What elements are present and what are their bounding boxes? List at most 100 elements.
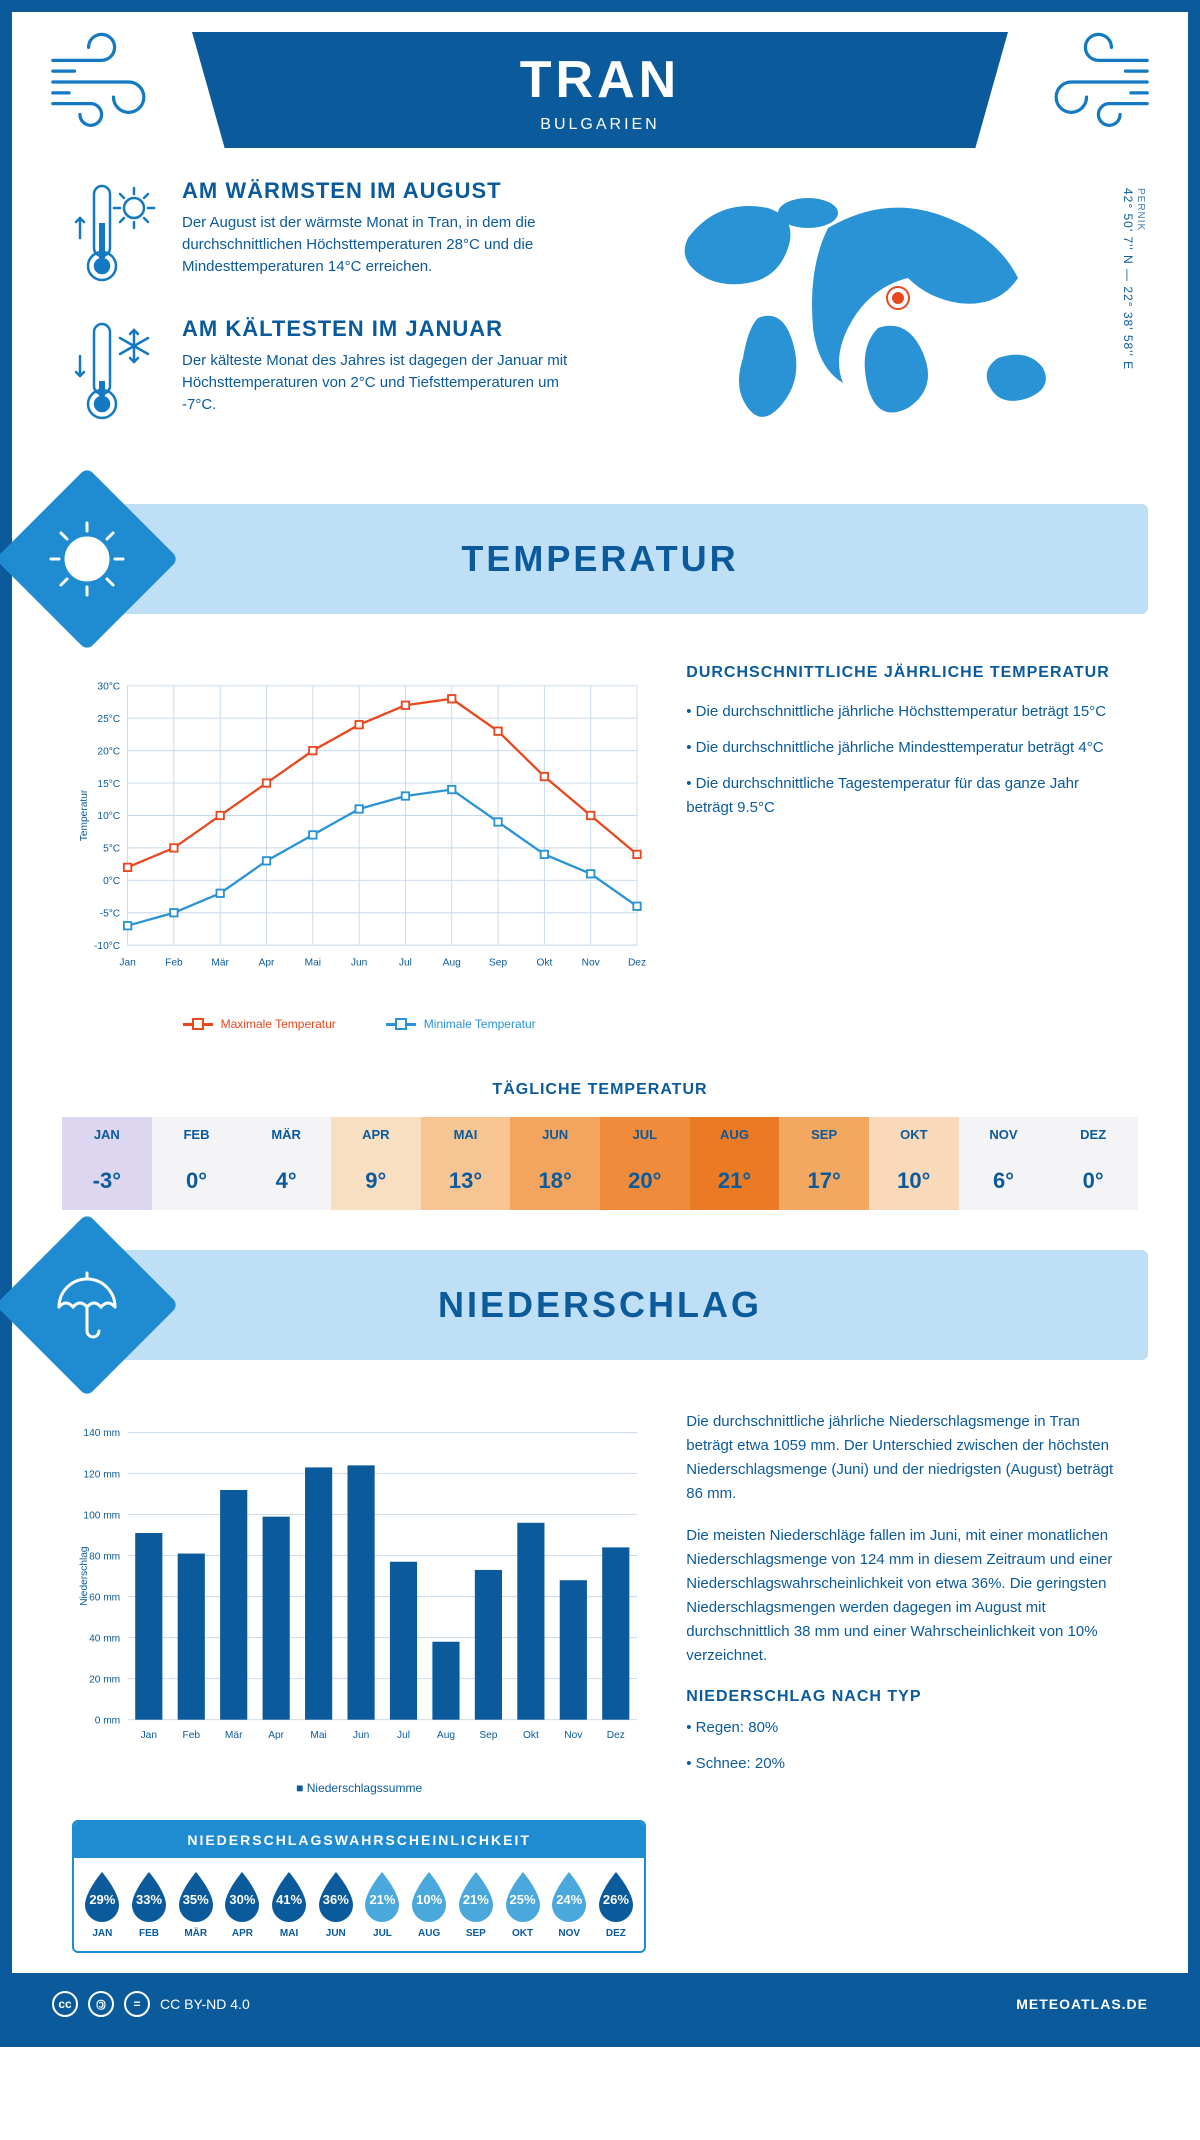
svg-text:Apr: Apr <box>259 958 275 969</box>
daily-temp-cell: APR 9° <box>331 1117 421 1210</box>
location-marker-icon <box>888 288 908 308</box>
svg-text:20 mm: 20 mm <box>89 1674 120 1685</box>
section-band-precipitation: NIEDERSCHLAG <box>52 1250 1148 1360</box>
country-subtitle: BULGARIEN <box>232 116 968 134</box>
temp-bullet: • Die durchschnittliche jährliche Mindes… <box>686 736 1128 760</box>
probability-drop: 10% AUG <box>407 1870 452 1939</box>
daily-temp-cell: NOV 6° <box>959 1117 1049 1210</box>
temp-bullet: • Die durchschnittliche Tagestemperatur … <box>686 772 1128 820</box>
svg-text:Jun: Jun <box>351 958 367 969</box>
svg-text:Feb: Feb <box>165 958 183 969</box>
svg-text:Mai: Mai <box>305 958 321 969</box>
svg-text:Apr: Apr <box>268 1730 284 1741</box>
svg-text:Jul: Jul <box>399 958 412 969</box>
temperature-heading: TEMPERATUR <box>52 538 1148 580</box>
header: TRAN BULGARIEN <box>12 12 1188 158</box>
probability-drop: 35% MÄR <box>173 1870 218 1939</box>
svg-text:Jul: Jul <box>397 1730 410 1741</box>
probability-drop: 36% JUN <box>313 1870 358 1939</box>
svg-text:Temperatur: Temperatur <box>79 789 90 841</box>
summary-text: AM WÄRMSTEN IM AUGUST Der August ist der… <box>72 178 628 454</box>
svg-text:80 mm: 80 mm <box>89 1551 120 1562</box>
section-band-temperature: TEMPERATUR <box>52 504 1148 614</box>
daily-temp-cell: MÄR 4° <box>241 1117 331 1210</box>
wind-icon-right <box>1028 32 1158 132</box>
svg-text:Aug: Aug <box>437 1730 455 1741</box>
temperature-chart-row: -10°C-5°C0°C5°C10°C15°C20°C25°C30°CJanFe… <box>12 614 1188 1051</box>
svg-text:Dez: Dez <box>607 1730 625 1741</box>
daily-temp-cell: AUG 21° <box>690 1117 780 1210</box>
daily-temp-heading: TÄGLICHE TEMPERATUR <box>12 1081 1188 1099</box>
daily-temp-cell: FEB 0° <box>152 1117 242 1210</box>
daily-temp-cell: JAN -3° <box>62 1117 152 1210</box>
precipitation-bar-chart: 0 mm 20 mm 40 mm 60 mm 80 mm 100 mm 120 mm 140 … <box>72 1410 646 1953</box>
daily-temp-cell: OKT 10° <box>869 1117 959 1210</box>
warmest-heading: AM WÄRMSTEN IM AUGUST <box>182 178 572 204</box>
precip-legend: Niederschlagssumme <box>72 1781 646 1795</box>
svg-text:10°C: 10°C <box>97 811 120 822</box>
svg-text:Okt: Okt <box>523 1730 539 1741</box>
svg-text:Mär: Mär <box>211 958 229 969</box>
daily-temp-grid: JAN -3° FEB 0° MÄR 4° APR 9° MAI 13° JUN… <box>62 1117 1138 1210</box>
precipitation-summary-text: Die durchschnittliche jährliche Niedersc… <box>686 1410 1128 1953</box>
daily-temp-cell: DEZ 0° <box>1048 1117 1138 1210</box>
daily-temp-cell: SEP 17° <box>779 1117 869 1210</box>
precipitation-probability-box: NIEDERSCHLAGSWAHRSCHEINLICHKEIT 29% JAN … <box>72 1820 646 1953</box>
svg-text:140 mm: 140 mm <box>83 1428 120 1439</box>
daily-temp-cell: JUL 20° <box>600 1117 690 1210</box>
coldest-heading: AM KÄLTESTEN IM JANUAR <box>182 316 572 342</box>
precip-type-heading: NIEDERSCHLAG NACH TYP <box>686 1688 1128 1706</box>
svg-text:Sep: Sep <box>479 1730 497 1741</box>
svg-text:60 mm: 60 mm <box>89 1592 120 1603</box>
svg-text:15°C: 15°C <box>97 779 120 790</box>
svg-text:0 mm: 0 mm <box>95 1715 120 1726</box>
coldest-block: AM KÄLTESTEN IM JANUAR Der kälteste Mona… <box>72 316 628 426</box>
infographic-frame: TRAN BULGARIEN <box>0 0 1200 2047</box>
warmest-block: AM WÄRMSTEN IM AUGUST Der August ist der… <box>72 178 628 288</box>
cc-icon: cc <box>52 1991 78 2017</box>
svg-text:5°C: 5°C <box>103 844 120 855</box>
probability-drop: 33% FEB <box>127 1870 172 1939</box>
probability-drop: 30% APR <box>220 1870 265 1939</box>
probability-drop: 21% SEP <box>454 1870 499 1939</box>
svg-text:-10°C: -10°C <box>94 941 120 952</box>
footer: cc 🄯 = CC BY-ND 4.0 METEOATLAS.DE <box>12 1973 1188 2035</box>
svg-text:Okt: Okt <box>536 958 552 969</box>
title-banner: TRAN BULGARIEN <box>172 32 1028 148</box>
nd-icon: = <box>124 1991 150 2017</box>
probability-drop: 41% MAI <box>267 1870 312 1939</box>
temp-side-heading: DURCHSCHNITTLICHE JÄHRLICHE TEMPERATUR <box>686 664 1128 682</box>
daily-temp-cell: MAI 13° <box>421 1117 511 1210</box>
probability-drop: 29% JAN <box>80 1870 125 1939</box>
warmest-text: Der August ist der wärmste Monat in Tran… <box>182 212 572 277</box>
summary-row: AM WÄRMSTEN IM AUGUST Der August ist der… <box>12 158 1188 484</box>
svg-text:Jun: Jun <box>353 1730 369 1741</box>
precip-type-snow: • Schnee: 20% <box>686 1752 1128 1776</box>
svg-text:100 mm: 100 mm <box>83 1510 120 1521</box>
svg-text:25°C: 25°C <box>97 714 120 725</box>
temp-bullet: • Die durchschnittliche jährliche Höchst… <box>686 700 1128 724</box>
city-title: TRAN <box>232 50 968 110</box>
daily-temp-cell: JUN 18° <box>510 1117 600 1210</box>
svg-text:Nov: Nov <box>564 1730 583 1741</box>
wind-icon-left <box>42 32 172 132</box>
coordinates-label: PERNIK 42° 50' 7'' N — 22° 38' 58'' E <box>1121 188 1146 370</box>
precip-type-rain: • Regen: 80% <box>686 1716 1128 1740</box>
svg-text:Mär: Mär <box>225 1730 243 1741</box>
svg-text:Mai: Mai <box>310 1730 326 1741</box>
svg-text:40 mm: 40 mm <box>89 1633 120 1644</box>
thermometer-cold-icon <box>72 316 162 426</box>
svg-text:30°C: 30°C <box>97 682 120 693</box>
map-block: PERNIK 42° 50' 7'' N — 22° 38' 58'' E <box>668 178 1128 454</box>
probability-drop: 25% OKT <box>500 1870 545 1939</box>
svg-text:120 mm: 120 mm <box>83 1469 120 1480</box>
svg-text:20°C: 20°C <box>97 746 120 757</box>
precipitation-chart-row: 0 mm 20 mm 40 mm 60 mm 80 mm 100 mm 120 mm 140 … <box>12 1360 1188 1973</box>
svg-text:Nov: Nov <box>582 958 601 969</box>
svg-text:Niederschlag: Niederschlag <box>79 1546 90 1605</box>
temperature-summary-text: DURCHSCHNITTLICHE JÄHRLICHE TEMPERATUR •… <box>686 664 1128 1031</box>
by-icon: 🄯 <box>88 1991 114 2017</box>
world-map-icon <box>668 178 1088 438</box>
license-block: cc 🄯 = CC BY-ND 4.0 <box>52 1991 250 2017</box>
svg-text:0°C: 0°C <box>103 876 120 887</box>
